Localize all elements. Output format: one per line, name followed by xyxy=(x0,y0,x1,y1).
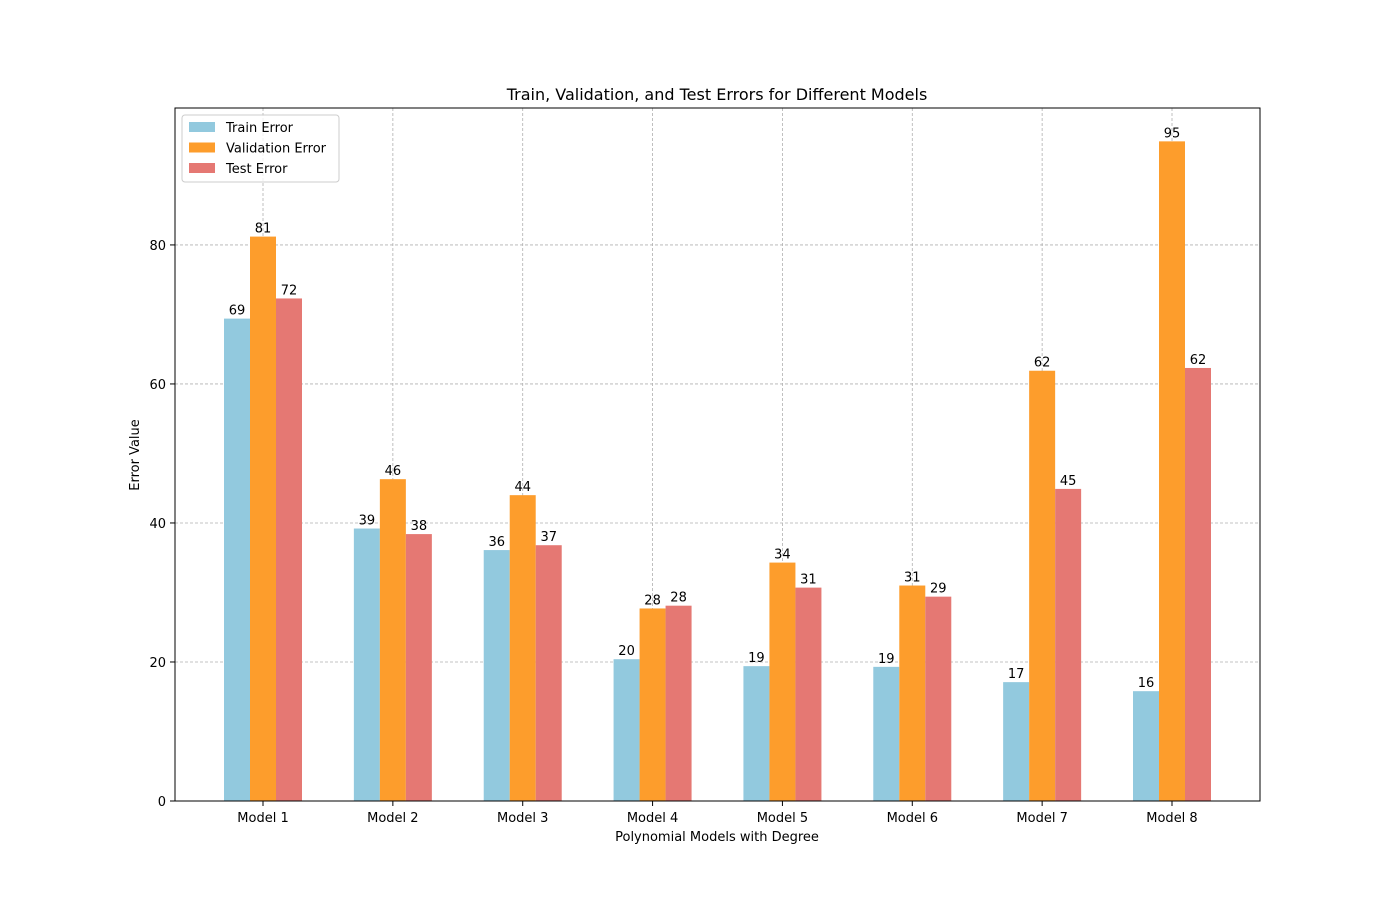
bar-value-label: 19 xyxy=(748,651,765,666)
legend-box xyxy=(181,114,340,183)
y-axis-label: Error Value xyxy=(128,419,143,491)
legend-swatch xyxy=(189,163,215,173)
chart-title: Train, Validation, and Test Errors for D… xyxy=(506,85,928,104)
bar-value-label: 69 xyxy=(229,304,246,319)
x-tick-label: Model 8 xyxy=(1146,811,1197,826)
y-axis-ticks: 0 20 40 60 80 xyxy=(149,239,175,810)
legend: Train Error Validation Error Test Error xyxy=(181,114,340,183)
legend-items: Train Error Validation Error Test Error xyxy=(189,121,327,177)
bar-value-label: 31 xyxy=(800,573,817,588)
bar-labels-group: 69 81 72 39 46 38 36 44 37 20 28 28 19 34 31 19 31 29 17 62… xyxy=(229,126,1207,691)
bar-validation-error xyxy=(1158,141,1185,802)
bar-value-label: 20 xyxy=(618,644,635,659)
x-tick-label: Model 1 xyxy=(237,811,288,826)
bar-value-label: 28 xyxy=(670,591,687,606)
legend-swatch xyxy=(189,142,215,153)
x-tick-label: Model 4 xyxy=(627,811,678,826)
legend-label: Validation Error xyxy=(226,142,327,157)
bar-value-label: 28 xyxy=(644,593,661,608)
bar-test-error xyxy=(1055,488,1082,801)
y-tick-label: 80 xyxy=(149,239,166,254)
bar-validation-error xyxy=(250,236,276,802)
bar-value-label: 46 xyxy=(385,464,402,479)
bar-train-error xyxy=(353,528,380,801)
bar-train-error xyxy=(743,666,770,801)
plot-frame xyxy=(174,107,1261,802)
bar-test-error xyxy=(276,298,302,801)
x-tick-label: Model 2 xyxy=(367,811,418,826)
bar-value-label: 45 xyxy=(1060,474,1077,489)
bar-value-label: 19 xyxy=(878,652,895,667)
bar-train-error xyxy=(1132,691,1159,801)
bar-validation-error xyxy=(379,479,406,801)
bar-value-label: 39 xyxy=(359,514,376,529)
bar-validation-error xyxy=(769,562,796,801)
legend-swatch xyxy=(189,122,215,132)
bar-train-error xyxy=(224,318,250,801)
bar-train-error xyxy=(483,550,510,801)
bar-test-error xyxy=(665,605,692,801)
bar-validation-error xyxy=(509,495,536,801)
bar-train-error xyxy=(1003,682,1030,801)
y-tick-label: 60 xyxy=(149,378,166,393)
x-tick-label: Model 3 xyxy=(497,811,548,826)
bar-train-error xyxy=(613,659,640,801)
bar-value-label: 34 xyxy=(774,548,791,563)
bar-validation-error xyxy=(1029,370,1056,801)
y-tick-label: 0 xyxy=(158,795,166,810)
bar-value-label: 81 xyxy=(255,222,272,237)
bars-group xyxy=(224,141,1211,802)
bar-value-label: 29 xyxy=(930,582,947,597)
bar-value-label: 17 xyxy=(1008,667,1025,682)
bar-value-label: 38 xyxy=(411,519,428,534)
x-tick-label: Model 6 xyxy=(887,811,938,826)
x-axis-ticks: Model 1 Model 2 Model 3 Model 4 Model 5 Model… xyxy=(237,801,1198,826)
grid-lines xyxy=(175,108,1260,802)
x-tick-label: Model 5 xyxy=(757,811,808,826)
bar-train-error xyxy=(873,666,900,801)
bar-test-error xyxy=(795,587,822,801)
bar-test-error xyxy=(405,534,432,801)
y-tick-label: 40 xyxy=(149,517,166,532)
bar-test-error xyxy=(535,545,562,801)
bar-test-error xyxy=(925,596,952,801)
bar-validation-error xyxy=(639,608,666,801)
bar-test-error xyxy=(1184,367,1211,801)
bar-value-label: 95 xyxy=(1164,126,1181,141)
bar-value-label: 37 xyxy=(540,530,557,545)
bar-value-label: 16 xyxy=(1138,676,1155,691)
bar-value-label: 44 xyxy=(514,480,531,495)
bar-value-label: 36 xyxy=(488,535,505,550)
bar-value-label: 62 xyxy=(1034,356,1051,371)
x-axis-label: Polynomial Models with Degree xyxy=(615,830,819,845)
legend-label: Test Error xyxy=(225,162,288,177)
bar-value-label: 31 xyxy=(904,571,921,586)
bar-value-label: 72 xyxy=(281,283,298,298)
y-tick-label: 20 xyxy=(149,656,166,671)
bar-value-label: 62 xyxy=(1190,353,1207,368)
bar-validation-error xyxy=(899,585,926,801)
legend-label: Train Error xyxy=(225,121,294,136)
x-tick-label: Model 7 xyxy=(1016,811,1067,826)
